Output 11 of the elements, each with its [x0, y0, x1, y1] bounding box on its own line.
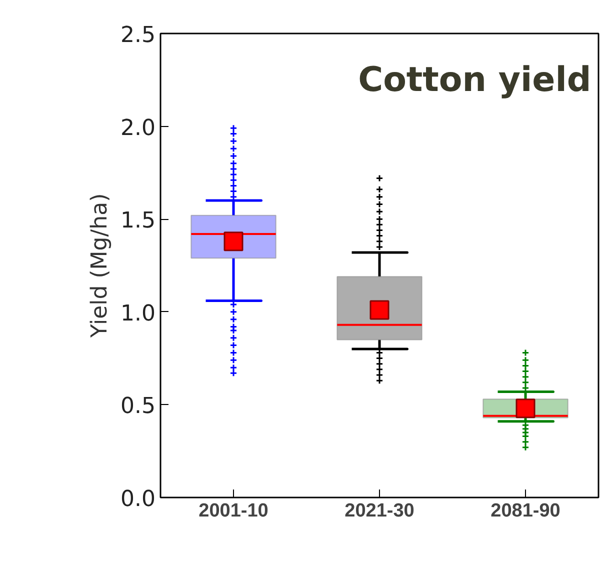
y-tick-label: 2.0 — [120, 116, 156, 141]
y-axis-title: Yield (Mg/ha) — [88, 193, 113, 339]
x-tick-label: 2081-90 — [490, 500, 560, 522]
y-tick-label: 0.5 — [120, 394, 156, 420]
text: Cotton yield — [358, 60, 592, 100]
y-tick-label: 0.0 — [120, 487, 156, 512]
y-tick-label: 1.0 — [120, 301, 156, 326]
x-tick-label: 2001-10 — [198, 500, 268, 522]
y-tick-label: 2.5 — [120, 23, 156, 48]
y-tick-label: 1.5 — [120, 208, 156, 234]
x-tick-label: 2021-30 — [344, 500, 414, 522]
